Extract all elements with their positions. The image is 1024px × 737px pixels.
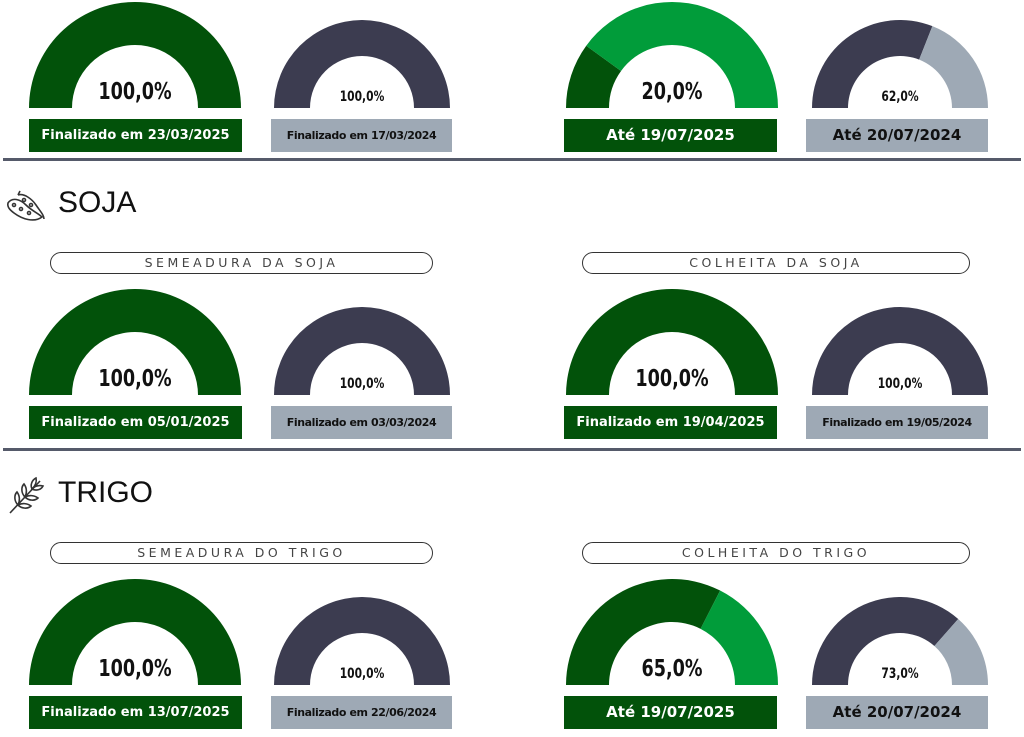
gauge-progress-arc <box>812 20 933 108</box>
gauge-status-label: Finalizado em 05/01/2025 <box>29 406 242 439</box>
gauge-value: 100,0% <box>635 366 709 392</box>
gauge-progress-arc <box>29 579 241 685</box>
gauge-status-label: Finalizado em 19/05/2024 <box>806 406 988 439</box>
gauge-progress-arc <box>274 307 450 395</box>
gauge-remaining-arc <box>700 590 778 685</box>
gauge-chart <box>566 289 778 395</box>
gauge-progress-arc <box>566 579 721 685</box>
gauge-status-label: Até 19/07/2025 <box>564 696 777 729</box>
gauge-chart <box>566 579 778 685</box>
section-divider <box>3 158 1021 161</box>
gauge-chart <box>274 20 450 108</box>
stage-label: COLHEITA DO TRIGO <box>582 542 970 564</box>
gauge-remaining-arc <box>934 618 988 685</box>
gauge-remaining-arc <box>586 2 778 108</box>
gauge-status-label: Finalizado em 03/03/2024 <box>271 406 452 439</box>
gauge-status-label: Finalizado em 19/04/2025 <box>564 406 777 439</box>
gauge-chart <box>29 289 241 395</box>
gauge-progress-arc <box>29 2 241 108</box>
gauge-chart <box>29 579 241 685</box>
gauge-progress-arc <box>566 45 622 108</box>
stage-label: COLHEITA DA SOJA <box>582 252 970 274</box>
gauge-value: 100,0% <box>877 376 923 392</box>
gauge-progress-arc <box>566 289 778 395</box>
gauge-status-label: Finalizado em 17/03/2024 <box>271 119 452 152</box>
gauge-remaining-arc <box>919 26 988 108</box>
gauge-progress-arc <box>274 20 450 108</box>
gauge-value: 62,0% <box>881 89 919 105</box>
gauge-progress-arc <box>29 289 241 395</box>
stage-label: SEMEADURA DO TRIGO <box>50 542 433 564</box>
gauge-progress-arc <box>812 307 988 395</box>
gauge-chart <box>812 307 988 395</box>
gauge-chart <box>566 2 778 108</box>
section-divider <box>3 448 1021 451</box>
gauge-chart <box>274 597 450 685</box>
section-title: SOJA <box>58 186 137 219</box>
gauge-status-label: Finalizado em 13/07/2025 <box>29 696 242 729</box>
gauge-status-label: Até 20/07/2024 <box>806 119 988 152</box>
gauge-chart <box>274 307 450 395</box>
gauge-value: 100,0% <box>98 366 172 392</box>
soybean-icon <box>4 185 48 225</box>
wheat-icon <box>4 475 48 515</box>
stage-label: SEMEADURA DA SOJA <box>50 252 433 274</box>
gauge-value: 73,0% <box>881 666 919 682</box>
gauge-value: 100,0% <box>98 656 172 682</box>
gauge-status-label: Finalizado em 22/06/2024 <box>271 696 452 729</box>
gauge-value: 100,0% <box>339 666 385 682</box>
gauge-status-label: Até 19/07/2025 <box>564 119 777 152</box>
gauge-chart <box>812 597 988 685</box>
gauge-status-label: Finalizado em 23/03/2025 <box>29 119 242 152</box>
gauge-chart <box>29 2 241 108</box>
gauge-value: 20,0% <box>641 79 703 105</box>
gauge-value: 65,0% <box>641 656 703 682</box>
gauge-value: 100,0% <box>339 376 385 392</box>
gauge-value: 100,0% <box>339 89 385 105</box>
gauge-status-label: Até 20/07/2024 <box>806 696 988 729</box>
gauge-value: 100,0% <box>98 79 172 105</box>
gauge-progress-arc <box>812 597 959 685</box>
section-title: TRIGO <box>58 476 153 509</box>
gauge-progress-arc <box>274 597 450 685</box>
gauge-chart <box>812 20 988 108</box>
